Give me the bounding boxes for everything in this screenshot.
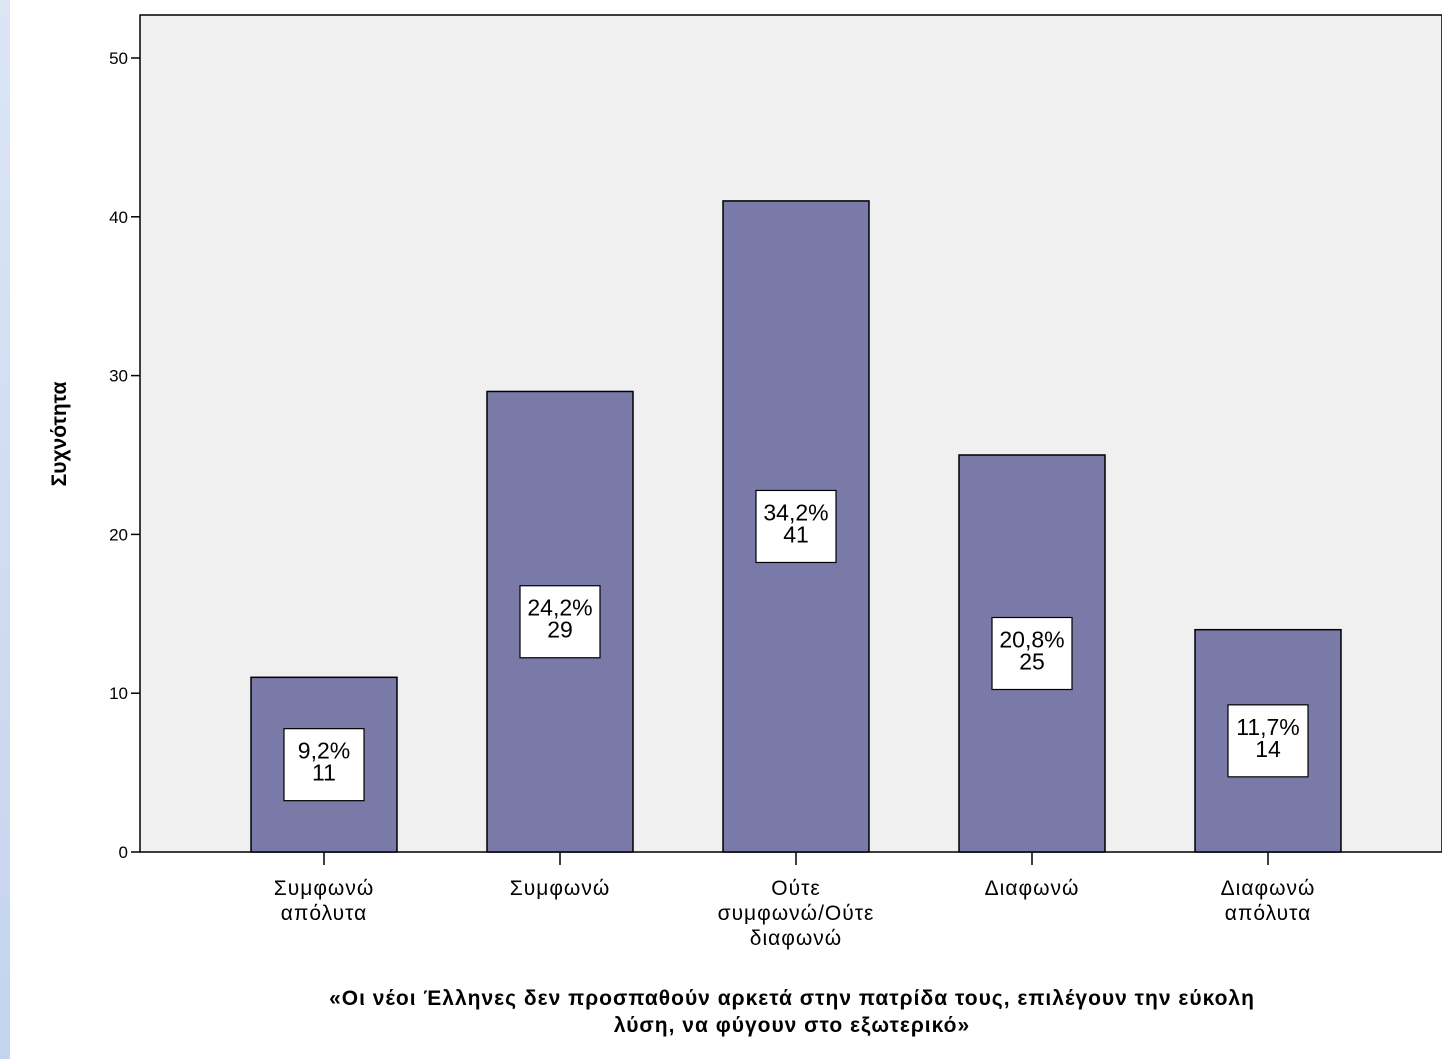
percent-label: 9,2%: [298, 738, 350, 764]
x-tick-label: απόλυτα: [1225, 902, 1312, 925]
count-label: 25: [1019, 649, 1045, 675]
bars: 9,2%11 24,2%29 34,2%41 20,8%25 11,7%14: [250, 200, 1342, 853]
percent-label: 11,7%: [1236, 714, 1300, 740]
x-axis-title-line-2: λύση, να φύγουν στο εξωτερικό»: [614, 1014, 970, 1037]
data-label-box: [991, 616, 1073, 691]
y-tick-label: 20: [109, 525, 128, 544]
x-tick-label: διαφωνώ: [750, 927, 842, 950]
y-axis-title: Συχνότητα: [48, 382, 71, 487]
x-tick-label: απόλυτα: [281, 902, 368, 925]
percent-label: 34,2%: [763, 499, 828, 525]
data-label-box: [283, 728, 365, 802]
x-axis-title-line-1: «Οι νέοι Έλληνες δεν προσπαθούν αρκετά σ…: [329, 987, 1255, 1010]
data-label-box: [755, 489, 837, 564]
count-label: 29: [547, 617, 573, 643]
y-tick-label: 40: [109, 208, 128, 227]
data-label-box: [1227, 704, 1309, 778]
left-edge-strip: [0, 0, 10, 1059]
x-tick-label: Διαφωνώ: [985, 877, 1080, 900]
x-tick-label: Διαφωνώ: [1221, 877, 1316, 900]
x-tick-label: Ούτε: [771, 877, 820, 900]
y-tick-label: 10: [109, 684, 128, 703]
y-tick-label: 0: [119, 843, 128, 862]
y-tick-label: 30: [109, 367, 128, 386]
x-tick-label: συμφωνώ/Ούτε: [718, 902, 875, 925]
count-label: 41: [783, 521, 809, 547]
percent-label: 20,8%: [999, 627, 1064, 653]
x-tick-label: Συμφωνώ: [274, 877, 374, 900]
data-label-box: [519, 585, 601, 659]
x-tick-label: Συμφωνώ: [510, 877, 610, 900]
count-label: 11: [312, 760, 336, 786]
percent-label: 24,2%: [527, 595, 592, 621]
count-label: 14: [1255, 736, 1281, 762]
y-axis: 0 10 20 30 40 50: [109, 49, 140, 862]
y-tick-label: 50: [109, 49, 128, 68]
